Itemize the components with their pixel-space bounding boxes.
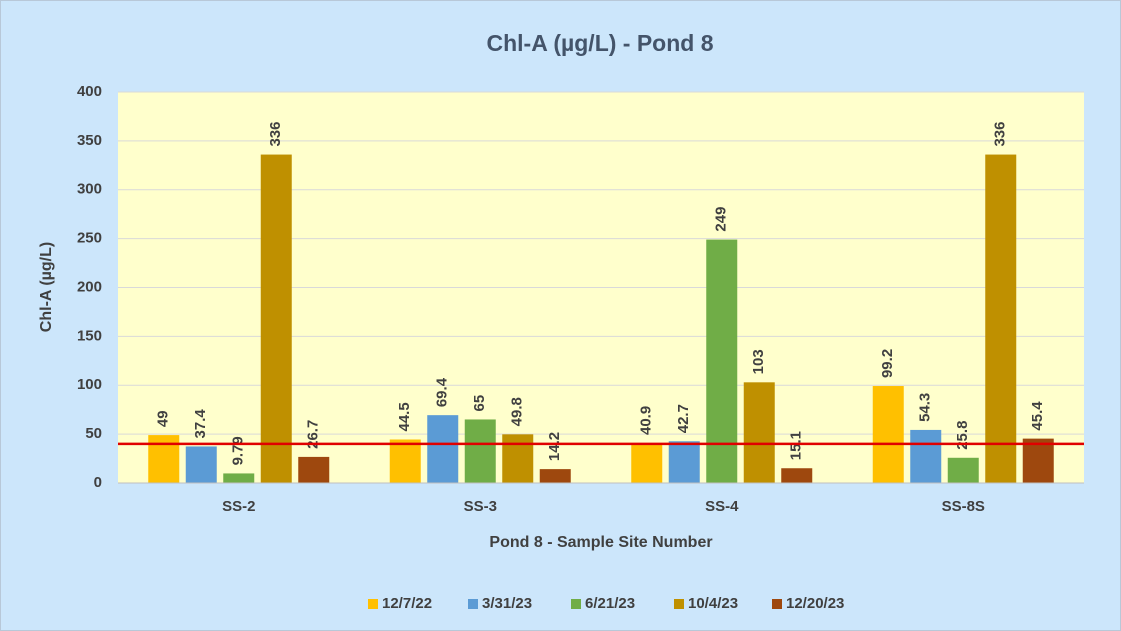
data-label: 44.5	[396, 402, 413, 431]
bar	[706, 239, 738, 483]
legend-swatch	[772, 599, 782, 609]
chart-title: Chl-A (µg/L) - Pond 8	[486, 30, 713, 56]
bar	[910, 429, 942, 483]
bar	[539, 469, 571, 483]
bar	[223, 473, 255, 483]
y-tick-label: 100	[77, 376, 102, 393]
y-tick-label: 50	[85, 425, 102, 442]
bar	[148, 435, 180, 483]
bar	[298, 456, 330, 483]
legend-swatch	[571, 599, 581, 609]
x-tick-label: SS-4	[705, 498, 739, 515]
data-label: 26.7	[305, 420, 322, 449]
x-tick-label: SS-8S	[942, 498, 985, 515]
bar	[427, 415, 459, 483]
bar	[743, 382, 775, 483]
y-tick-label: 150	[77, 327, 102, 344]
y-tick-label: 400	[77, 83, 102, 100]
bar	[947, 457, 979, 483]
data-label: 14.2	[546, 432, 563, 461]
data-label: 99.2	[879, 349, 896, 378]
legend-label: 12/7/22	[382, 595, 432, 612]
x-tick-label: SS-2	[222, 498, 255, 515]
x-axis-label: Pond 8 - Sample Site Number	[489, 534, 712, 551]
legend-label: 10/4/23	[688, 595, 738, 612]
bar	[872, 386, 904, 483]
bar	[985, 154, 1017, 483]
bar	[389, 439, 421, 483]
data-label: 40.9	[638, 406, 655, 435]
data-label: 65	[471, 395, 488, 412]
data-label: 45.4	[1029, 401, 1046, 431]
legend-swatch	[468, 599, 478, 609]
y-tick-label: 300	[77, 181, 102, 198]
bar	[1022, 438, 1054, 483]
bar	[185, 446, 217, 483]
y-tick-label: 350	[77, 132, 102, 149]
data-label: 54.3	[917, 393, 934, 422]
bar	[502, 434, 534, 483]
x-tick-label: SS-3	[464, 498, 497, 515]
legend-label: 6/21/23	[585, 595, 635, 612]
bar	[631, 443, 663, 483]
y-axis-label: Chl-A (µg/L)	[38, 242, 55, 332]
data-label: 37.4	[192, 409, 209, 439]
legend-label: 3/31/23	[482, 595, 532, 612]
y-tick-label: 200	[77, 278, 102, 295]
data-label: 42.7	[675, 404, 692, 433]
data-label: 249	[713, 207, 730, 232]
legend-label: 12/20/23	[786, 595, 844, 612]
data-label: 15.1	[788, 431, 805, 460]
legend-swatch	[674, 599, 684, 609]
y-tick-label: 0	[94, 474, 102, 491]
data-label: 25.8	[954, 421, 971, 450]
y-tick-label: 250	[77, 230, 102, 247]
data-label: 69.4	[434, 377, 451, 407]
bar	[464, 419, 496, 483]
data-label: 336	[267, 122, 284, 147]
bar	[781, 468, 813, 483]
data-label: 103	[750, 349, 767, 374]
legend-swatch	[368, 599, 378, 609]
data-label: 9.79	[230, 436, 247, 465]
bar	[668, 441, 700, 483]
data-label: 49.8	[509, 397, 526, 426]
bar	[260, 154, 292, 483]
data-label: 336	[992, 122, 1009, 147]
data-label: 49	[155, 410, 172, 427]
